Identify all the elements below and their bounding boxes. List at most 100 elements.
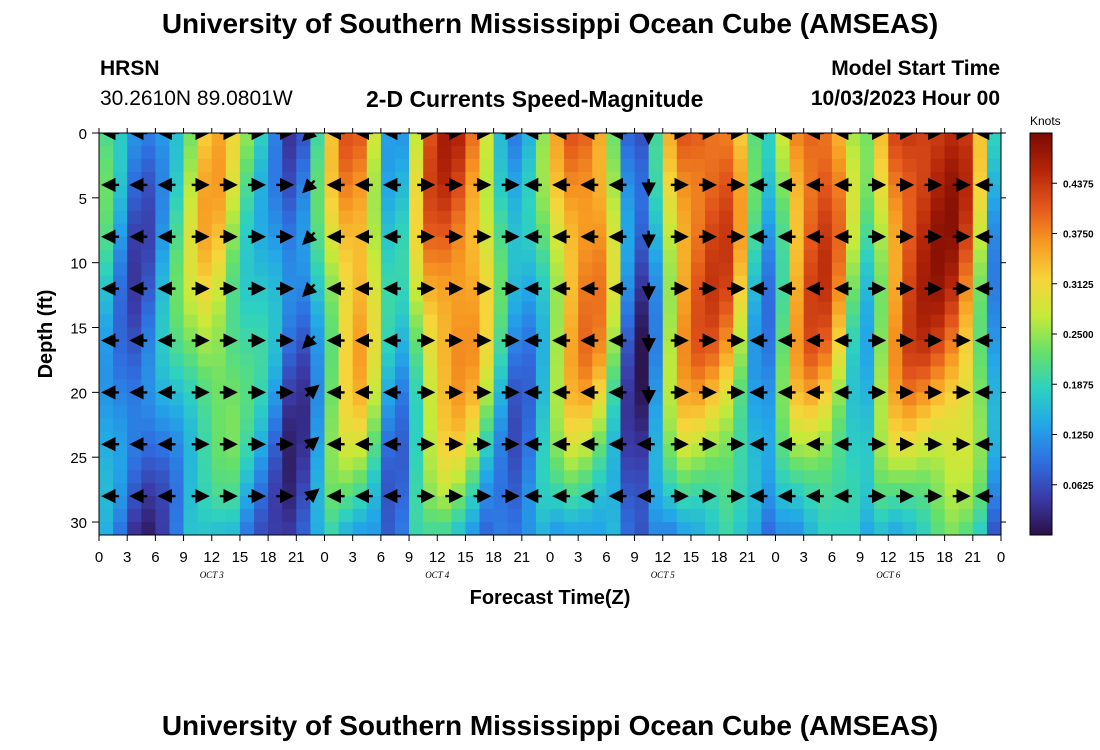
heatmap-cell [141,314,156,329]
heatmap-cell [521,158,537,173]
heatmap-cell [620,236,636,251]
heatmap-cell [99,327,114,342]
heatmap-cell [127,223,142,238]
heatmap-cell [338,249,354,264]
heatmap-cell [254,197,269,212]
heatmap-cell [564,353,579,368]
heatmap-cell [535,171,551,186]
heatmap-cell [380,236,396,251]
heatmap-cell [817,418,833,432]
heatmap-cell [99,496,114,510]
heatmap-cell [451,366,467,380]
heatmap-cell [902,249,918,264]
heatmap-cell [141,483,156,497]
heatmap-cell [606,275,622,290]
heatmap-cell [634,223,650,238]
heatmap-cell [648,210,664,225]
heatmap-cell [733,236,748,251]
heatmap-cell [705,197,720,212]
heatmap-cell [366,236,382,251]
heatmap-cell [296,470,311,484]
heatmap-cell [310,145,326,160]
heatmap-cell [324,470,340,484]
heatmap-cell [141,223,156,238]
heatmap-cell [465,301,481,316]
heatmap-cell [775,133,791,147]
heatmap-cell [775,249,791,264]
heatmap-cell [662,262,678,277]
heatmap-cell [465,509,481,523]
heatmap-cell [507,327,523,342]
heatmap-cell [409,133,424,147]
heatmap-cell [394,431,410,445]
heatmap-cell [564,288,579,303]
heatmap-cell [479,522,495,535]
x-tick-label: 15 [457,549,474,566]
heatmap-cell [972,184,988,199]
heatmap-cell [930,379,946,393]
heatmap-cell [296,210,311,225]
heatmap-cell [747,431,762,445]
heatmap-cell [183,158,199,173]
heatmap-cell [860,366,875,380]
heatmap-cell [254,210,269,225]
heatmap-cell [521,327,537,342]
heatmap-cell [169,223,185,238]
heatmap-cell [127,418,142,432]
heatmap-cell [155,262,171,277]
heatmap-cell [141,431,156,445]
heatmap-cell [747,522,762,535]
heatmap-cell [944,327,960,342]
heatmap-cell [127,431,142,445]
heatmap-cell [930,197,946,212]
heatmap-cell [578,158,593,173]
heatmap-cell [535,457,551,471]
heatmap-cell [127,145,142,160]
date-label: OCT 3 [200,570,225,580]
heatmap-cell [465,353,481,368]
heatmap-cell [225,236,241,251]
heatmap-cell [761,133,777,147]
heatmap-cell [479,483,495,497]
heatmap-cell [394,236,410,251]
heatmap-cell [296,522,311,535]
heatmap-cell [338,314,354,329]
heatmap-cell [141,210,156,225]
heatmap-cell [789,249,805,264]
heatmap-cell [183,171,199,186]
x-tick-label: 0 [771,549,779,566]
heatmap-cell [423,262,438,277]
heatmap-cell [705,340,720,355]
heatmap-cell [690,327,706,342]
heatmap-cell [99,301,114,316]
heatmap-cell [493,483,509,497]
current-vector-arrow [301,133,318,142]
heatmap-cell [394,522,410,535]
heatmap-cell [465,457,481,471]
heatmap-cell [944,522,960,535]
heatmap-cell [423,340,438,355]
heatmap-cell [634,418,650,432]
heatmap-cell [578,379,593,393]
heatmap-cell [550,444,565,458]
heatmap-cell [916,275,932,290]
heatmap-cell [550,197,565,212]
heatmap-cell [676,301,692,316]
heatmap-cell [550,184,565,199]
heatmap-cell [141,275,156,290]
heatmap-cell [564,405,579,419]
heatmap-cell [860,405,875,419]
current-vectors [101,133,993,504]
heatmap-cell [550,340,565,355]
colorbar-tick-label: 0.1250 [1063,431,1094,442]
heatmap-cell [141,184,156,199]
heatmap-cell [986,301,1001,316]
heatmap-cell [705,301,720,316]
heatmap-cell [479,457,495,471]
x-tick-label: 12 [203,549,220,566]
heatmap-cell [944,288,960,303]
heatmap-cell [831,366,847,380]
heatmap-cell [986,184,1001,199]
heatmap-cell [606,483,622,497]
heatmap-cell [338,405,354,419]
